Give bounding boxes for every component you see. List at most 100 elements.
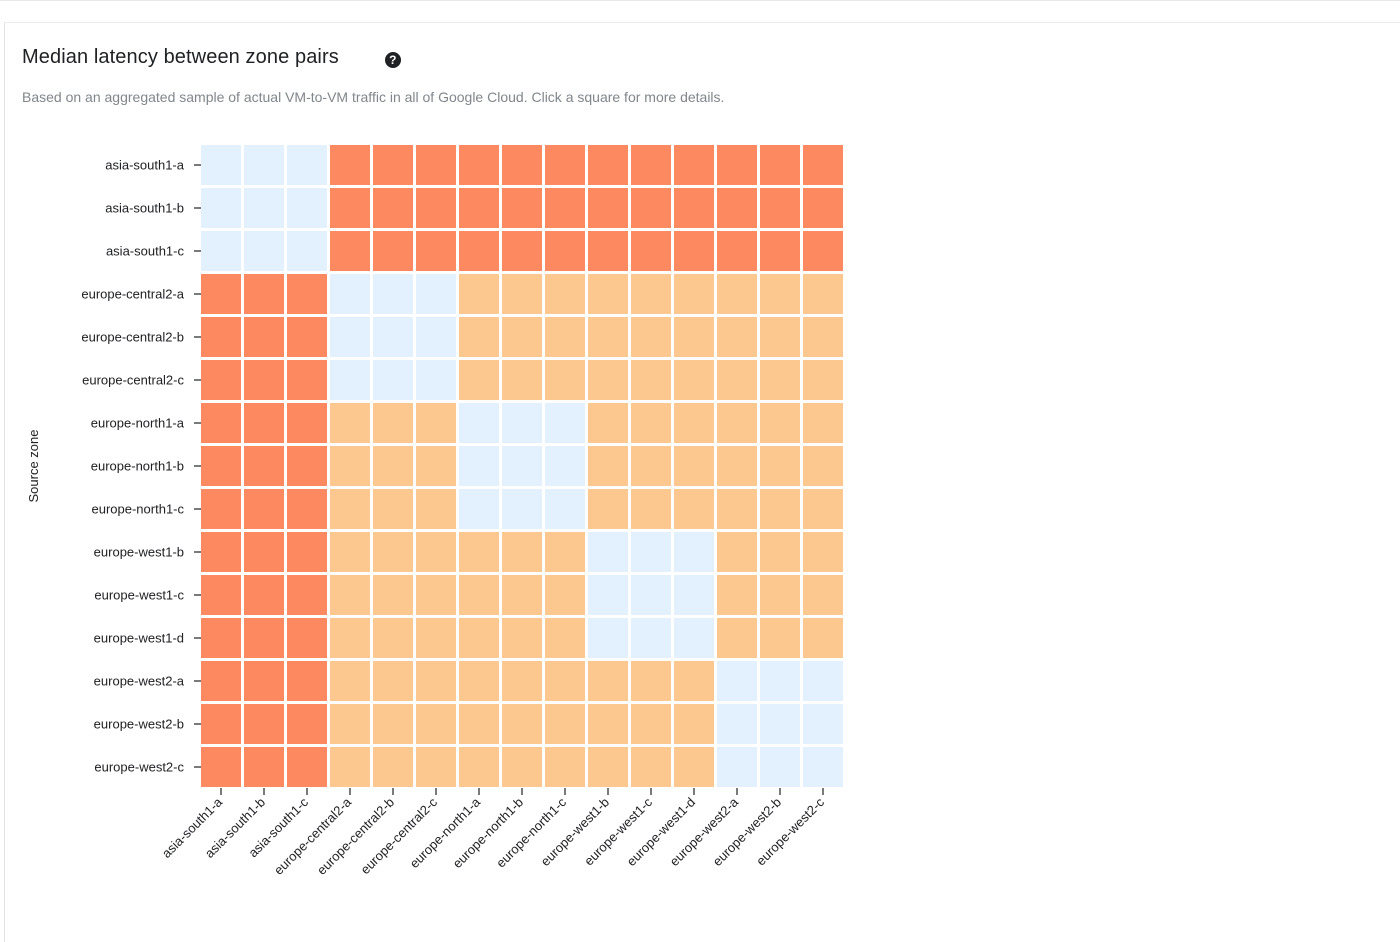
heatmap-cell-asia-south1-b-to-europe-central2-c[interactable]	[416, 188, 456, 228]
heatmap-cell-europe-west1-c-to-europe-west2-a[interactable]	[717, 575, 757, 615]
question-circle-icon[interactable]: ?	[384, 51, 401, 68]
heatmap-cell-asia-south1-b-to-europe-west1-b[interactable]	[588, 188, 628, 228]
heatmap-cell-asia-south1-c-to-europe-north1-b[interactable]	[502, 231, 542, 271]
heatmap-cell-europe-west1-b-to-europe-west1-c[interactable]	[631, 532, 671, 572]
heatmap-cell-europe-west1-b-to-asia-south1-a[interactable]	[201, 532, 241, 572]
heatmap-cell-asia-south1-b-to-europe-north1-c[interactable]	[545, 188, 585, 228]
heatmap-cell-asia-south1-b-to-europe-west2-c[interactable]	[803, 188, 843, 228]
heatmap-cell-asia-south1-a-to-europe-north1-a[interactable]	[459, 145, 499, 185]
heatmap-cell-europe-west1-d-to-asia-south1-c[interactable]	[287, 618, 327, 658]
heatmap-cell-europe-central2-b-to-europe-west1-c[interactable]	[631, 317, 671, 357]
heatmap-cell-europe-north1-c-to-asia-south1-c[interactable]	[287, 489, 327, 529]
heatmap-cell-europe-west1-c-to-europe-west2-b[interactable]	[760, 575, 800, 615]
heatmap-cell-asia-south1-a-to-asia-south1-c[interactable]	[287, 145, 327, 185]
heatmap-cell-europe-west2-a-to-europe-north1-c[interactable]	[545, 661, 585, 701]
heatmap-cell-europe-central2-b-to-europe-central2-c[interactable]	[416, 317, 456, 357]
heatmap-cell-europe-north1-a-to-europe-west2-b[interactable]	[760, 403, 800, 443]
heatmap-cell-europe-north1-c-to-europe-north1-b[interactable]	[502, 489, 542, 529]
heatmap-cell-europe-central2-c-to-europe-west2-a[interactable]	[717, 360, 757, 400]
heatmap-cell-europe-west2-b-to-europe-north1-c[interactable]	[545, 704, 585, 744]
heatmap-cell-europe-north1-c-to-europe-west2-a[interactable]	[717, 489, 757, 529]
heatmap-cell-europe-north1-c-to-asia-south1-a[interactable]	[201, 489, 241, 529]
heatmap-cell-europe-north1-b-to-europe-central2-b[interactable]	[373, 446, 413, 486]
heatmap-cell-europe-west1-d-to-europe-west1-d[interactable]	[674, 618, 714, 658]
heatmap-cell-asia-south1-c-to-europe-north1-a[interactable]	[459, 231, 499, 271]
heatmap-cell-europe-west1-c-to-europe-north1-a[interactable]	[459, 575, 499, 615]
heatmap-cell-europe-west2-c-to-europe-west1-d[interactable]	[674, 747, 714, 787]
heatmap-cell-europe-central2-c-to-europe-north1-a[interactable]	[459, 360, 499, 400]
heatmap-cell-europe-central2-b-to-europe-north1-b[interactable]	[502, 317, 542, 357]
heatmap-cell-europe-central2-c-to-europe-central2-a[interactable]	[330, 360, 370, 400]
heatmap-cell-asia-south1-b-to-europe-north1-b[interactable]	[502, 188, 542, 228]
heatmap-cell-europe-north1-b-to-europe-west2-a[interactable]	[717, 446, 757, 486]
heatmap-cell-asia-south1-a-to-europe-central2-c[interactable]	[416, 145, 456, 185]
heatmap-cell-europe-north1-a-to-europe-central2-c[interactable]	[416, 403, 456, 443]
heatmap-cell-asia-south1-c-to-europe-central2-b[interactable]	[373, 231, 413, 271]
heatmap-cell-europe-west2-c-to-europe-west2-c[interactable]	[803, 747, 843, 787]
heatmap-cell-asia-south1-c-to-europe-west1-d[interactable]	[674, 231, 714, 271]
heatmap-cell-europe-north1-a-to-europe-west2-c[interactable]	[803, 403, 843, 443]
heatmap-cell-europe-central2-c-to-europe-north1-b[interactable]	[502, 360, 542, 400]
heatmap-cell-europe-west1-d-to-europe-north1-b[interactable]	[502, 618, 542, 658]
heatmap-cell-europe-central2-a-to-europe-west1-c[interactable]	[631, 274, 671, 314]
heatmap-cell-europe-north1-b-to-europe-west1-c[interactable]	[631, 446, 671, 486]
heatmap-cell-europe-north1-b-to-asia-south1-b[interactable]	[244, 446, 284, 486]
heatmap-cell-europe-west2-c-to-europe-north1-a[interactable]	[459, 747, 499, 787]
heatmap-cell-europe-west2-a-to-europe-west2-b[interactable]	[760, 661, 800, 701]
heatmap-cell-asia-south1-b-to-europe-west2-a[interactable]	[717, 188, 757, 228]
heatmap-cell-europe-north1-c-to-europe-north1-a[interactable]	[459, 489, 499, 529]
heatmap-cell-europe-central2-a-to-europe-west1-d[interactable]	[674, 274, 714, 314]
heatmap-cell-europe-west2-b-to-europe-west1-b[interactable]	[588, 704, 628, 744]
heatmap-cell-europe-west2-a-to-europe-north1-a[interactable]	[459, 661, 499, 701]
heatmap-cell-asia-south1-a-to-europe-north1-b[interactable]	[502, 145, 542, 185]
heatmap-cell-europe-central2-a-to-europe-west2-a[interactable]	[717, 274, 757, 314]
heatmap-cell-europe-central2-a-to-europe-west1-b[interactable]	[588, 274, 628, 314]
heatmap-cell-europe-west2-a-to-europe-north1-b[interactable]	[502, 661, 542, 701]
heatmap-cell-europe-west1-c-to-europe-central2-a[interactable]	[330, 575, 370, 615]
heatmap-cell-europe-west1-d-to-europe-central2-c[interactable]	[416, 618, 456, 658]
heatmap-cell-europe-north1-a-to-europe-north1-b[interactable]	[502, 403, 542, 443]
heatmap-cell-europe-west1-b-to-europe-west2-b[interactable]	[760, 532, 800, 572]
heatmap-cell-asia-south1-b-to-asia-south1-c[interactable]	[287, 188, 327, 228]
heatmap-cell-asia-south1-a-to-europe-west2-a[interactable]	[717, 145, 757, 185]
heatmap-cell-europe-north1-c-to-europe-central2-c[interactable]	[416, 489, 456, 529]
heatmap-cell-europe-west2-c-to-europe-west1-c[interactable]	[631, 747, 671, 787]
heatmap-cell-europe-west2-b-to-europe-west1-c[interactable]	[631, 704, 671, 744]
heatmap-cell-europe-central2-b-to-europe-central2-a[interactable]	[330, 317, 370, 357]
heatmap-cell-europe-west1-d-to-europe-west2-a[interactable]	[717, 618, 757, 658]
heatmap-cell-europe-central2-c-to-europe-west2-b[interactable]	[760, 360, 800, 400]
heatmap-cell-europe-west1-b-to-europe-north1-b[interactable]	[502, 532, 542, 572]
heatmap-cell-asia-south1-a-to-europe-north1-c[interactable]	[545, 145, 585, 185]
heatmap-cell-europe-central2-c-to-asia-south1-c[interactable]	[287, 360, 327, 400]
heatmap-cell-europe-west1-b-to-europe-central2-b[interactable]	[373, 532, 413, 572]
heatmap-cell-europe-west1-c-to-europe-west2-c[interactable]	[803, 575, 843, 615]
heatmap-cell-europe-west1-b-to-europe-west1-b[interactable]	[588, 532, 628, 572]
heatmap-cell-europe-central2-a-to-asia-south1-a[interactable]	[201, 274, 241, 314]
heatmap-cell-europe-north1-a-to-asia-south1-c[interactable]	[287, 403, 327, 443]
heatmap-cell-europe-west2-a-to-asia-south1-c[interactable]	[287, 661, 327, 701]
heatmap-cell-europe-central2-b-to-europe-north1-c[interactable]	[545, 317, 585, 357]
heatmap-cell-asia-south1-c-to-asia-south1-b[interactable]	[244, 231, 284, 271]
heatmap-cell-europe-west1-d-to-europe-north1-a[interactable]	[459, 618, 499, 658]
heatmap-cell-europe-west1-b-to-asia-south1-b[interactable]	[244, 532, 284, 572]
heatmap-cell-europe-west1-d-to-asia-south1-b[interactable]	[244, 618, 284, 658]
heatmap-cell-asia-south1-a-to-europe-central2-b[interactable]	[373, 145, 413, 185]
heatmap-cell-asia-south1-c-to-europe-west1-b[interactable]	[588, 231, 628, 271]
heatmap-cell-europe-central2-b-to-asia-south1-c[interactable]	[287, 317, 327, 357]
heatmap-cell-europe-north1-a-to-asia-south1-b[interactable]	[244, 403, 284, 443]
heatmap-cell-europe-west1-d-to-europe-central2-b[interactable]	[373, 618, 413, 658]
heatmap-cell-europe-west2-a-to-europe-central2-b[interactable]	[373, 661, 413, 701]
heatmap-cell-europe-north1-b-to-europe-west1-b[interactable]	[588, 446, 628, 486]
heatmap-cell-europe-central2-b-to-asia-south1-b[interactable]	[244, 317, 284, 357]
heatmap-cell-europe-west2-a-to-asia-south1-b[interactable]	[244, 661, 284, 701]
heatmap-cell-europe-west2-b-to-europe-central2-b[interactable]	[373, 704, 413, 744]
heatmap-cell-europe-west1-b-to-europe-north1-a[interactable]	[459, 532, 499, 572]
heatmap-cell-asia-south1-a-to-asia-south1-a[interactable]	[201, 145, 241, 185]
heatmap-cell-europe-west1-b-to-europe-west1-d[interactable]	[674, 532, 714, 572]
heatmap-cell-europe-north1-c-to-europe-west1-c[interactable]	[631, 489, 671, 529]
heatmap-cell-europe-west2-a-to-europe-west1-c[interactable]	[631, 661, 671, 701]
heatmap-cell-europe-west2-a-to-europe-west2-c[interactable]	[803, 661, 843, 701]
heatmap-cell-europe-north1-a-to-europe-central2-b[interactable]	[373, 403, 413, 443]
heatmap-cell-europe-central2-c-to-europe-central2-b[interactable]	[373, 360, 413, 400]
heatmap-cell-europe-west1-b-to-europe-central2-a[interactable]	[330, 532, 370, 572]
